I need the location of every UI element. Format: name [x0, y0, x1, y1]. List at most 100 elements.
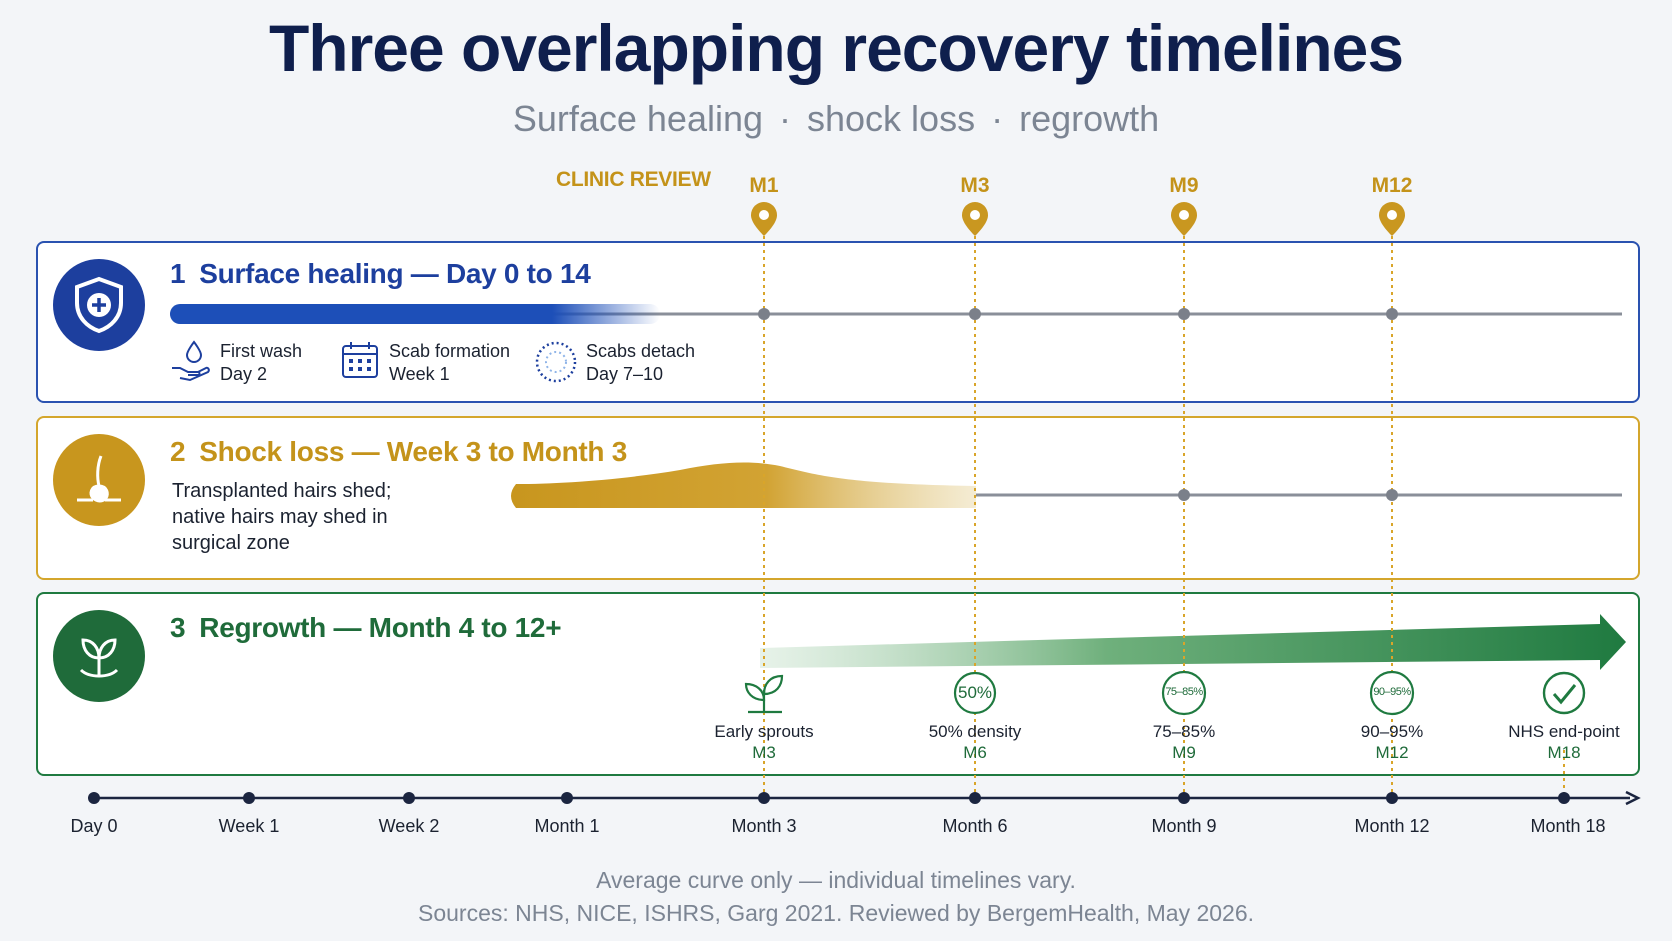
- hair-follicle-icon: [53, 434, 145, 526]
- axis-tick: [1386, 792, 1398, 804]
- track-dot: [1386, 308, 1398, 320]
- map-pin-icon: [1379, 202, 1405, 236]
- axis-label-month-6: Month 6: [942, 816, 1008, 836]
- clinic-review-label: CLINIC REVIEW: [556, 168, 711, 191]
- axis-label-week-1: Week 1: [218, 816, 280, 836]
- subtitle-shock-loss: shock loss: [807, 98, 976, 139]
- axis-tick: [88, 792, 100, 804]
- subtitle-separator: ·: [991, 98, 1004, 139]
- description-line: Transplanted hairs shed;: [172, 480, 392, 502]
- axis-tick: [969, 792, 981, 804]
- step-time: Day 2: [220, 364, 268, 384]
- step-scab-formation: Scab formation Week 1: [389, 340, 510, 386]
- subtitle-surface-healing: Surface healing: [512, 98, 764, 139]
- track-dot: [758, 308, 770, 320]
- panel1-title: 1 Surface healing — Day 0 to 14: [170, 258, 591, 290]
- subtitle-separator: ·: [779, 98, 792, 139]
- milestone-when: M18: [1547, 743, 1581, 762]
- track-dot: [1386, 489, 1398, 501]
- axis-tick: [1178, 792, 1190, 804]
- dotted-circle-icon: [534, 340, 578, 389]
- axis-label-week-2: Week 2: [378, 816, 440, 836]
- badge-text-90-95: 90–95%: [1373, 686, 1411, 698]
- regrowth-arrow: [760, 614, 1626, 670]
- panel3-title: 3 Regrowth — Month 4 to 12+: [170, 612, 562, 644]
- axis-label-month-9: Month 9: [1151, 816, 1217, 836]
- map-pin-icon: [1171, 202, 1197, 236]
- check-circle-icon: [1542, 671, 1586, 715]
- milestone-label: 50% density: [928, 722, 1022, 741]
- milestone-when: M6: [963, 743, 987, 762]
- step-label: First wash: [220, 341, 303, 361]
- axis-tick: [758, 792, 770, 804]
- step-first-wash: First wash Day 2: [220, 340, 302, 386]
- surface-healing-bar: [170, 304, 660, 324]
- badge-text-75-85: 75–85%: [1165, 686, 1203, 698]
- hand-water-drop-icon: [170, 340, 212, 387]
- milestone-75-85: 75–85% M9: [1119, 721, 1249, 763]
- axis-tick: [561, 792, 573, 804]
- milestone-nhs-end-point: NHS end-point M18: [1499, 721, 1629, 763]
- description-line: surgical zone: [172, 532, 290, 554]
- sprout-icon: [53, 610, 145, 702]
- footer-note: Average curve only — individual timeline…: [596, 867, 1076, 893]
- map-pin-icon: [751, 202, 777, 236]
- page-title: Three overlapping recovery timelines: [268, 11, 1404, 85]
- panel3-name: Regrowth: [199, 612, 326, 643]
- subtitle-regrowth: regrowth: [1019, 98, 1160, 139]
- track-dot: [1178, 489, 1190, 501]
- axis-tick: [403, 792, 415, 804]
- milestone-when: M9: [1172, 743, 1196, 762]
- milestone-50-density: 50% density M6: [910, 721, 1040, 763]
- milestone-90-95: 90–95% M12: [1327, 721, 1457, 763]
- axis-arrow-icon: [1625, 790, 1641, 806]
- axis-label-month-1: Month 1: [534, 816, 600, 836]
- shield-plus-icon: [53, 259, 145, 351]
- milestone-early-sprouts: Early sprouts M3: [699, 721, 829, 763]
- axis-label-month-12: Month 12: [1354, 816, 1430, 836]
- badge-90-95: [1369, 670, 1415, 716]
- step-time: Day 7–10: [586, 364, 664, 384]
- panel2-number: 2: [170, 436, 186, 467]
- step-label: Scab formation: [389, 341, 511, 361]
- marker-label-m9: M9: [1169, 174, 1199, 197]
- marker-label-m1: M1: [749, 174, 779, 197]
- step-time: Week 1: [389, 364, 450, 384]
- badge-75-85: [1161, 670, 1207, 716]
- panel2-title: 2 Shock loss — Week 3 to Month 3: [170, 436, 627, 468]
- track-dot: [969, 308, 981, 320]
- milestone-when: M3: [752, 743, 776, 762]
- calendar-icon: [340, 340, 380, 385]
- axis-label-month-3: Month 3: [731, 816, 797, 836]
- badge-text-50: 50%: [957, 683, 993, 702]
- axis-tick: [243, 792, 255, 804]
- milestone-label: 90–95%: [1360, 722, 1424, 741]
- badge-50: [953, 671, 997, 715]
- panel2-description: Transplanted hairs shed; native hairs ma…: [172, 478, 391, 556]
- step-scabs-detach: Scabs detach Day 7–10: [586, 340, 695, 386]
- axis-label-month-18: Month 18: [1530, 816, 1606, 836]
- panel2-name: Shock loss: [199, 436, 345, 467]
- panel2-range: — Week 3 to Month 3: [351, 436, 628, 467]
- step-label: Scabs detach: [586, 341, 696, 361]
- shock-loss-wave: [511, 462, 976, 508]
- marker-label-m12: M12: [1371, 174, 1413, 197]
- sprout-icon: [744, 674, 784, 714]
- map-pin-icon: [962, 202, 988, 236]
- milestone-label: NHS end-point: [1508, 722, 1620, 741]
- axis-tick: [1558, 792, 1570, 804]
- page-subtitle: Surface healing · shock loss · regrowth: [0, 98, 1672, 140]
- panel3-number: 3: [170, 612, 186, 643]
- description-line: native hairs may shed in: [172, 506, 388, 528]
- axis-label-day-0: Day 0: [70, 816, 118, 836]
- milestone-label: 75–85%: [1152, 722, 1216, 741]
- marker-label-m3: M3: [960, 174, 990, 197]
- panel1-range: — Day 0 to 14: [410, 258, 591, 289]
- panel3-range: — Month 4 to 12+: [333, 612, 562, 643]
- track-dot: [1178, 308, 1190, 320]
- panel1-number: 1: [170, 258, 186, 289]
- milestone-when: M12: [1375, 743, 1409, 762]
- milestone-label: Early sprouts: [714, 722, 814, 741]
- panel1-name: Surface healing: [199, 258, 404, 289]
